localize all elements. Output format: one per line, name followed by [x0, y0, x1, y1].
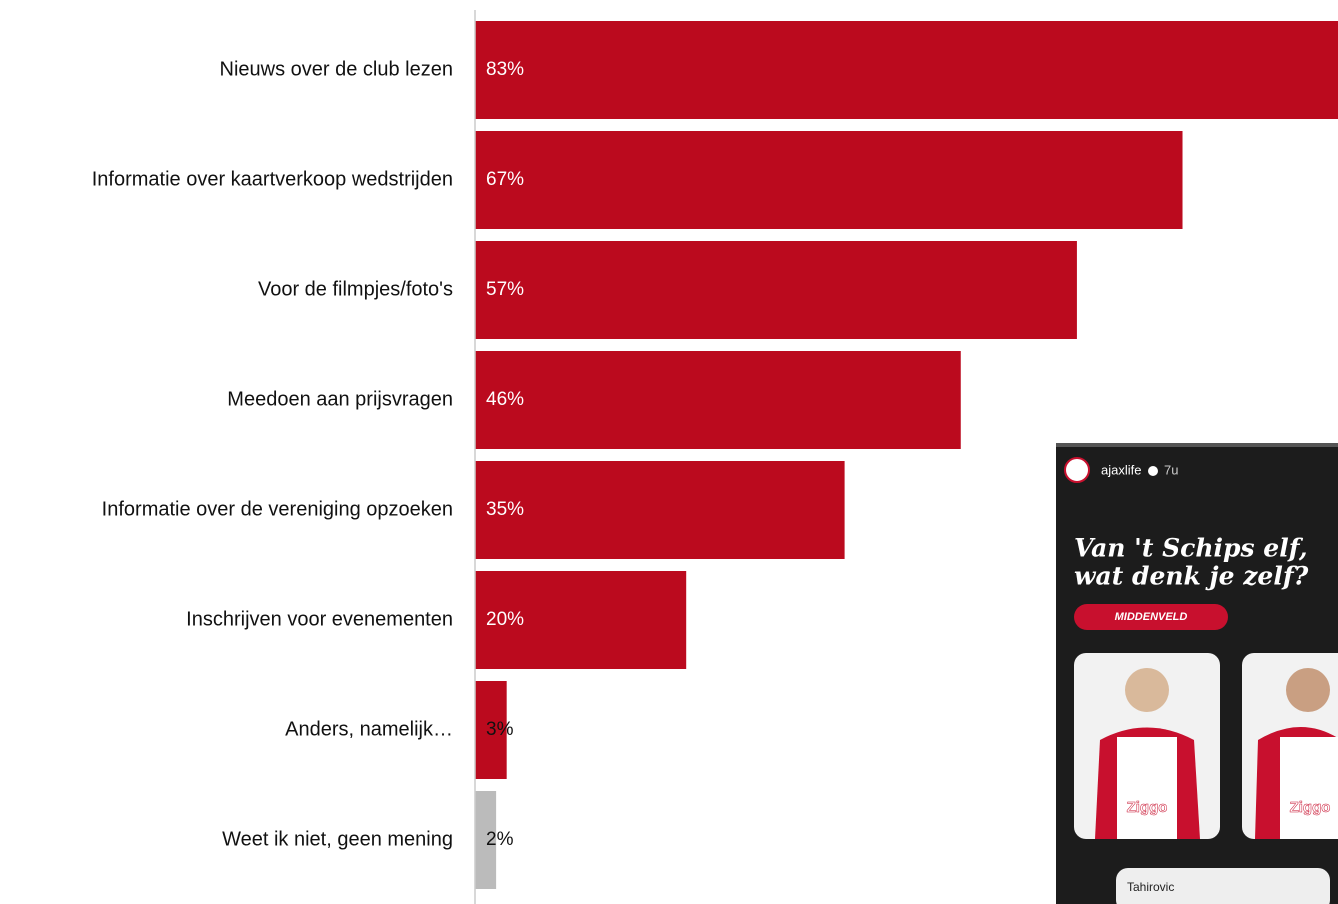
bar	[475, 351, 961, 449]
value-label: 2%	[486, 829, 514, 850]
bar	[475, 21, 1338, 119]
value-label: 20%	[486, 609, 524, 630]
plot	[475, 21, 1338, 889]
story-overlay: ajaxlife 7u Van 't Schips elf, wat denk …	[1056, 443, 1338, 904]
shirt-stripe	[1280, 737, 1338, 839]
category-label: Nieuws over de club lezen	[220, 58, 453, 80]
tag-text: MIDDENVELD	[1115, 611, 1188, 623]
bar	[475, 791, 497, 889]
bar	[475, 681, 507, 779]
answer-box	[1116, 868, 1330, 904]
avatar	[1064, 457, 1090, 483]
sponsor: Ziggo	[1290, 799, 1331, 816]
answer-text: Tahirovic	[1127, 880, 1174, 894]
category-label: Anders, namelijk…	[285, 718, 453, 740]
verified-badge	[1148, 466, 1158, 476]
tag-pill	[1074, 604, 1228, 630]
player-head	[1286, 668, 1330, 712]
category-label: Informatie over de vereniging opzoeken	[102, 498, 453, 520]
category-label: Informatie over kaartverkoop wedstrijden	[92, 168, 453, 190]
value-label: 67%	[486, 169, 524, 190]
category-label: Voor de filmpjes/foto's	[258, 278, 453, 300]
bar	[475, 571, 687, 669]
value-label: 3%	[486, 719, 514, 740]
headline: wat denk je zelf?	[1074, 562, 1309, 591]
value-label: 46%	[486, 389, 524, 410]
category-label: Inschrijven voor evenementen	[186, 608, 453, 630]
category-label: Meedoen aan prijsvragen	[227, 388, 453, 410]
sponsor: Ziggo	[1127, 799, 1168, 816]
bar	[475, 241, 1077, 339]
player-head	[1125, 668, 1169, 712]
post-time: 7u	[1164, 462, 1178, 477]
account-name: ajaxlife	[1101, 462, 1141, 477]
value-label: 35%	[486, 499, 524, 520]
value-label: 83%	[486, 59, 524, 80]
bar	[475, 461, 845, 559]
shirt-stripe	[1117, 737, 1177, 839]
headline: Van 't Schips elf,	[1074, 534, 1308, 563]
bar	[475, 131, 1183, 229]
category-label: Weet ik niet, geen mening	[222, 828, 453, 850]
progress-bar	[1056, 443, 1338, 447]
value-label: 57%	[486, 279, 524, 300]
